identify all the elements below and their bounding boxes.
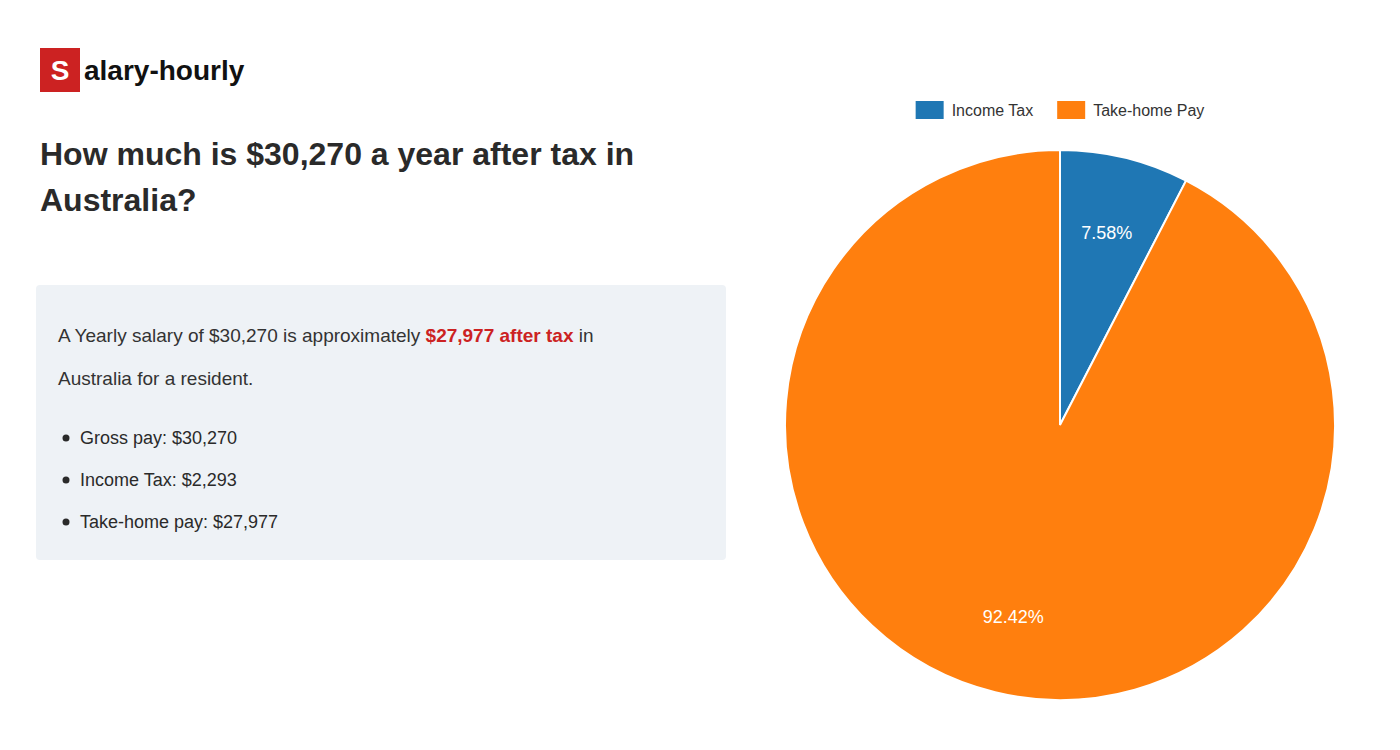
legend-swatch [1057,101,1085,119]
bullet-text: Income Tax: $2,293 [80,470,237,490]
legend: Income Tax Take-home Pay [916,101,1205,119]
legend-label: Take-home Pay [1093,102,1204,119]
bullet-text: Gross pay: $30,270 [80,428,237,448]
legend-item: Income Tax [916,101,1034,119]
legend-label: Income Tax [952,102,1034,119]
logo-letter: S [51,55,70,86]
bullet-dot [63,435,70,442]
info-line: A Yearly salary of $30,270 is approximat… [58,325,594,346]
data-label: 92.42% [983,607,1044,627]
bullet-text: Take-home pay: $27,977 [80,512,278,532]
title: How much is $30,270 a year after tax inA… [40,136,634,218]
chart: Salary-hourly How much is $30,270 a year … [0,0,1400,750]
info-line: Australia for a resident. [58,368,253,389]
bullet-dot [63,477,70,484]
legend-swatch [916,101,944,119]
legend-item: Take-home Pay [1057,101,1204,119]
logo: Salary-hourly [40,48,245,92]
pie-slice [785,150,1335,700]
logo-box [40,48,80,92]
pie: 7.58% 92.42% [785,150,1335,700]
info-box: A Yearly salary of $30,270 is approximat… [36,285,726,560]
logo-text: alary-hourly [84,55,245,86]
data-label: 7.58% [1081,223,1132,243]
info-segment: $27,977 after tax [426,325,574,346]
bullet-dot [63,519,70,526]
info-segment: in [573,325,593,346]
info-background [36,285,726,560]
info-segment: A Yearly salary of $30,270 is approximat… [58,325,426,346]
